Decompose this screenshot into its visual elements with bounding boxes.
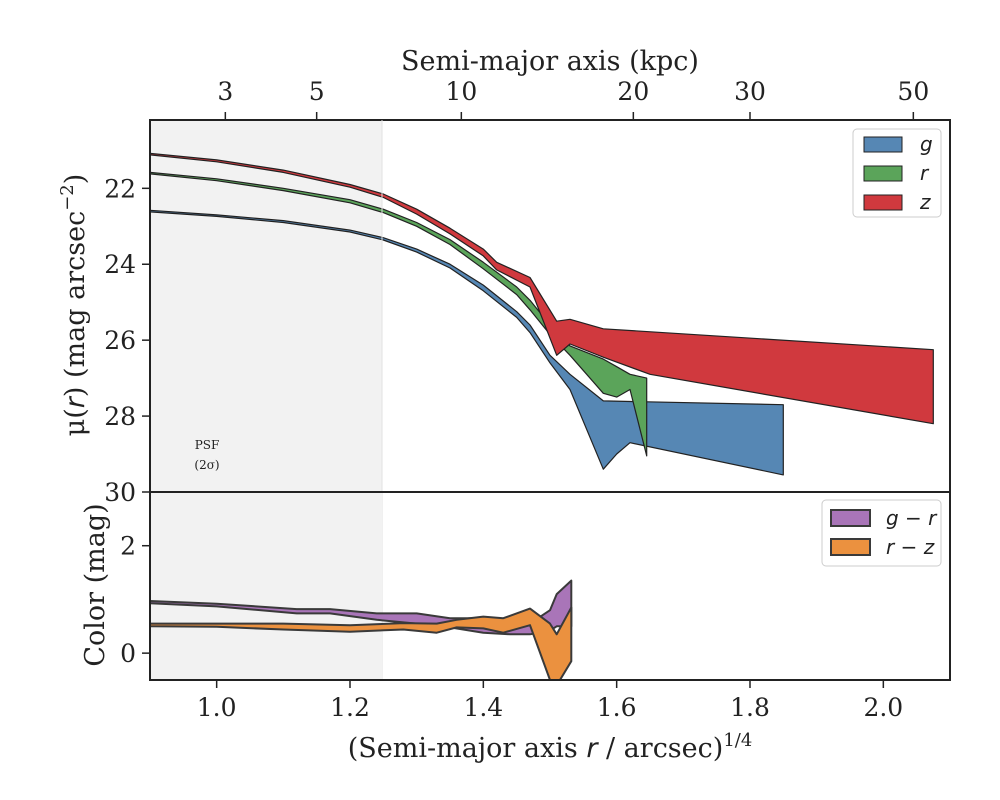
top-y-ticks: 22 24 26 28 30 <box>104 174 150 507</box>
legend-swatch-color <box>830 538 871 556</box>
x-tick-label: 1.8 <box>730 693 770 722</box>
color-y-tick-label: 0 <box>120 639 136 668</box>
legend-label-color: r − z <box>886 535 935 559</box>
legend-swatch-g <box>863 136 903 153</box>
top-x-tick-label: 5 <box>309 77 325 106</box>
y-tick-label: 24 <box>104 250 136 279</box>
x-tick-label: 1.2 <box>330 693 370 722</box>
x-tick-label: 1.4 <box>463 693 503 722</box>
band-r-minus-z <box>150 606 573 680</box>
y-tick-label: 30 <box>104 478 136 507</box>
color-y-tick-label: 2 <box>120 532 136 561</box>
y-tick-label: 22 <box>104 174 136 203</box>
y-tick-label: 28 <box>104 402 136 431</box>
legend-colors: g − r r − z <box>821 499 942 567</box>
x-tick-label: 1.0 <box>197 693 237 722</box>
x-tick-label: 1.6 <box>597 693 637 722</box>
bottom-y-axis-label: Color (mag) <box>80 503 111 666</box>
bottom-y-ticks: 02 <box>120 532 150 668</box>
legend-label-g: g <box>920 132 933 156</box>
band-r <box>150 171 648 457</box>
top-x-tick-label: 10 <box>445 77 477 106</box>
legend-label-r: r <box>920 161 930 185</box>
top-x-ticks-kpc: 3 5 10 20 30 50 <box>217 77 929 120</box>
surface-brightness-series <box>150 152 934 476</box>
bottom-x-ticks: 1.0 1.2 1.4 1.6 1.8 2.0 <box>197 680 903 722</box>
color-series <box>150 579 573 680</box>
bottom-x-axis-label: (Semi-major axis r / arcsec)1/4 <box>348 730 753 764</box>
psf-shaded-region <box>150 120 382 492</box>
top-x-axis-label: Semi-major axis (kpc) <box>401 46 699 77</box>
legend-label-color: g − r <box>886 506 938 530</box>
band-g <box>150 209 784 476</box>
legend-label-z: z <box>919 190 931 214</box>
legend-swatch-z <box>863 194 903 211</box>
color-panel: 02 1.0 1.2 1.4 1.6 1.8 2.0 g − rr − z (Semi-m… <box>80 491 951 764</box>
top-x-tick-label: 30 <box>734 77 766 106</box>
legend-bands: grz <box>852 128 942 218</box>
band-z <box>150 152 934 425</box>
legend-swatch-r <box>863 165 903 182</box>
top-x-tick-label: 3 <box>217 77 233 106</box>
legend-swatch-color <box>830 509 871 527</box>
x-tick-label: 2.0 <box>863 693 903 722</box>
y-tick-label: 26 <box>104 326 136 355</box>
top-y-axis-label: μ(r) (mag arcsec−2) <box>57 174 91 437</box>
bottom-panel-frame <box>149 491 951 681</box>
psf-shaded-region-color <box>150 492 382 680</box>
psf-label: PSF <box>195 438 220 452</box>
top-x-tick-label: 50 <box>897 77 929 106</box>
top-x-tick-label: 20 <box>617 77 649 106</box>
psf-label-sigma: (2σ) <box>194 458 219 472</box>
